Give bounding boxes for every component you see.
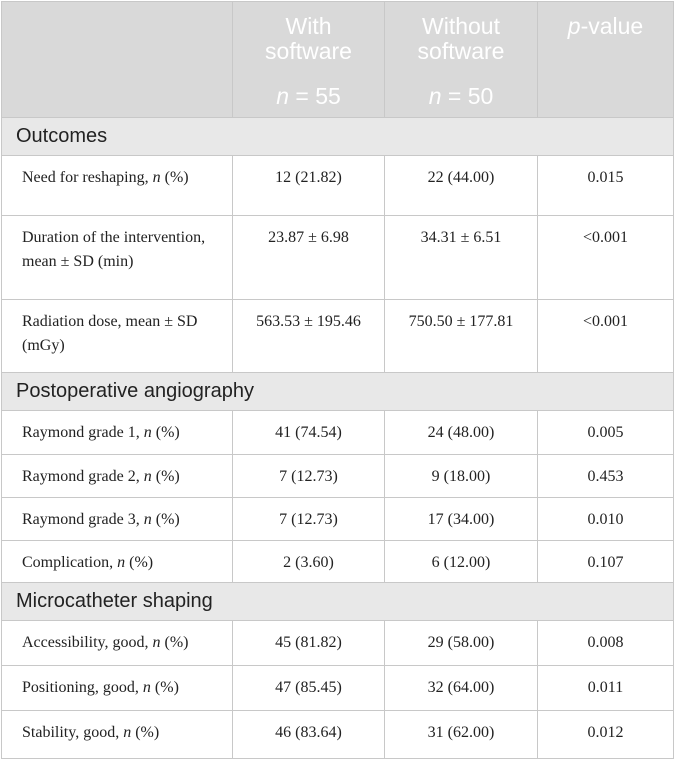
cell-p-value: 0.005 [537,410,674,455]
table-row: Duration of the intervention, mean ± SD … [1,215,674,300]
cell-p-value: 0.453 [537,454,674,498]
table-body: Outcomes Need for reshaping, n (%) 12 (2… [1,117,674,759]
cell-p-value: 0.011 [537,665,674,711]
cell-without-software: 32 (64.00) [384,665,538,711]
row-label: Raymond grade 1, n (%) [1,410,233,455]
cell-with-software: 2 (3.60) [232,540,385,583]
cell-with-software: 563.53 ± 195.46 [232,299,385,373]
table-row: Need for reshaping, n (%) 12 (21.82) 22 … [1,155,674,216]
section-row-outcomes: Outcomes [1,117,674,156]
table-row: Raymond grade 1, n (%) 41 (74.54) 24 (48… [1,410,674,455]
cell-without-software: 750.50 ± 177.81 [384,299,538,373]
header-without-software: Without software n = 50 [384,1,538,118]
cell-without-software: 29 (58.00) [384,620,538,666]
cell-p-value: 0.008 [537,620,674,666]
cell-p-value: 0.107 [537,540,674,583]
section-row-postoperative-angiography: Postoperative angiography [1,372,674,411]
cell-with-software: 46 (83.64) [232,710,385,759]
table-row: Raymond grade 3, n (%) 7 (12.73) 17 (34.… [1,497,674,541]
row-label: Raymond grade 2, n (%) [1,454,233,498]
cell-p-value: <0.001 [537,215,674,300]
header-without-line1: Without [422,13,500,39]
cell-without-software: 31 (62.00) [384,710,538,759]
row-label: Radiation dose, mean ± SD (mGy) [1,299,233,373]
cell-without-software: 17 (34.00) [384,497,538,541]
row-label: Accessibility, good, n (%) [1,620,233,666]
row-label: Positioning, good, n (%) [1,665,233,711]
cell-p-value: 0.012 [537,710,674,759]
header-with-n: n = 55 [276,83,341,109]
cell-with-software: 7 (12.73) [232,497,385,541]
table-row: Raymond grade 2, n (%) 7 (12.73) 9 (18.0… [1,454,674,498]
cell-with-software: 47 (85.45) [232,665,385,711]
cell-with-software: 41 (74.54) [232,410,385,455]
table-row: Stability, good, n (%) 46 (83.64) 31 (62… [1,710,674,759]
row-label: Complication, n (%) [1,540,233,583]
cell-p-value: 0.010 [537,497,674,541]
cell-without-software: 34.31 ± 6.51 [384,215,538,300]
header-with-line1: With [285,13,332,39]
cell-p-value: <0.001 [537,299,674,373]
cell-with-software: 12 (21.82) [232,155,385,216]
header-with-line2: software [265,38,352,64]
header-empty-cell [1,1,233,118]
cell-without-software: 24 (48.00) [384,410,538,455]
cell-p-value: 0.015 [537,155,674,216]
results-table: With software n = 55 Without software n … [1,1,674,759]
cell-with-software: 23.87 ± 6.98 [232,215,385,300]
cell-with-software: 45 (81.82) [232,620,385,666]
row-label: Duration of the intervention, mean ± SD … [1,215,233,300]
header-without-n: n = 50 [428,83,494,109]
cell-with-software: 7 (12.73) [232,454,385,498]
table-row: Accessibility, good, n (%) 45 (81.82) 29… [1,620,674,666]
row-label: Need for reshaping, n (%) [1,155,233,216]
cell-without-software: 9 (18.00) [384,454,538,498]
cell-without-software: 22 (44.00) [384,155,538,216]
row-label: Raymond grade 3, n (%) [1,497,233,541]
cell-without-software: 6 (12.00) [384,540,538,583]
table-row: Complication, n (%) 2 (3.60) 6 (12.00) 0… [1,540,674,583]
section-row-microcatheter-shaping: Microcatheter shaping [1,582,674,621]
header-with-software: With software n = 55 [232,1,385,118]
header-row: With software n = 55 Without software n … [1,1,674,118]
section-title: Outcomes [1,117,674,156]
table-row: Radiation dose, mean ± SD (mGy) 563.53 ±… [1,299,674,373]
section-title: Postoperative angiography [1,372,674,411]
section-title: Microcatheter shaping [1,582,674,621]
header-p-value: p-value [537,1,674,118]
table-header: With software n = 55 Without software n … [1,1,674,118]
row-label: Stability, good, n (%) [1,710,233,759]
table-row: Positioning, good, n (%) 47 (85.45) 32 (… [1,665,674,711]
header-without-line2: software [417,38,505,64]
